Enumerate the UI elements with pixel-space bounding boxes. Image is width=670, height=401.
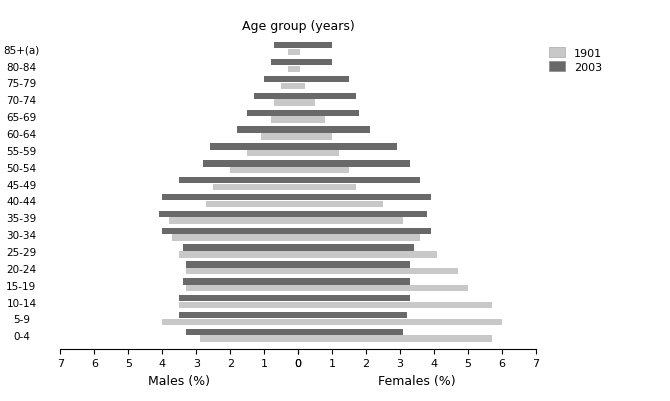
Bar: [298, 218, 403, 224]
Bar: [298, 245, 413, 251]
Bar: [298, 161, 410, 167]
Bar: [271, 60, 298, 66]
Bar: [298, 184, 356, 190]
Bar: [298, 295, 410, 302]
Text: Age group (years): Age group (years): [242, 20, 354, 33]
Bar: [271, 117, 298, 124]
Bar: [298, 251, 438, 258]
Bar: [203, 161, 298, 167]
X-axis label: Females (%): Females (%): [379, 374, 456, 387]
Bar: [298, 268, 458, 275]
Bar: [298, 93, 356, 100]
Bar: [298, 83, 305, 90]
Bar: [200, 336, 298, 342]
Bar: [298, 278, 410, 285]
Bar: [275, 100, 298, 107]
Bar: [275, 43, 298, 49]
Bar: [298, 144, 397, 150]
Bar: [186, 329, 298, 335]
Bar: [237, 127, 298, 134]
Bar: [298, 201, 383, 207]
Bar: [210, 144, 298, 150]
Bar: [264, 77, 298, 83]
Bar: [298, 285, 468, 292]
Bar: [186, 268, 298, 275]
Bar: [298, 117, 326, 124]
Bar: [298, 329, 403, 335]
X-axis label: Males (%): Males (%): [148, 374, 210, 387]
Bar: [298, 194, 431, 201]
Bar: [172, 235, 298, 241]
Bar: [298, 228, 431, 234]
Bar: [298, 134, 332, 140]
Bar: [213, 184, 298, 190]
Bar: [230, 168, 298, 174]
Bar: [288, 50, 298, 56]
Bar: [298, 302, 492, 308]
Bar: [298, 151, 339, 157]
Bar: [247, 151, 298, 157]
Bar: [298, 127, 370, 134]
Bar: [298, 336, 492, 342]
Bar: [298, 43, 332, 49]
Bar: [298, 178, 421, 184]
Bar: [180, 312, 298, 318]
Bar: [159, 211, 298, 217]
Bar: [162, 194, 298, 201]
Bar: [298, 261, 410, 268]
Bar: [261, 134, 298, 140]
Bar: [180, 295, 298, 302]
Bar: [186, 261, 298, 268]
Bar: [180, 178, 298, 184]
Bar: [298, 319, 502, 325]
Bar: [206, 201, 298, 207]
Bar: [247, 110, 298, 117]
Bar: [183, 245, 298, 251]
Bar: [162, 319, 298, 325]
Bar: [180, 251, 298, 258]
Bar: [298, 67, 300, 73]
Bar: [298, 168, 349, 174]
Bar: [288, 67, 298, 73]
Bar: [298, 60, 332, 66]
Bar: [254, 93, 298, 100]
Bar: [183, 278, 298, 285]
Bar: [281, 83, 298, 90]
Bar: [298, 100, 315, 107]
Bar: [169, 218, 298, 224]
Bar: [298, 312, 407, 318]
Bar: [162, 228, 298, 234]
Bar: [298, 50, 300, 56]
Bar: [298, 77, 349, 83]
Legend: 1901, 2003: 1901, 2003: [549, 48, 602, 73]
Bar: [186, 285, 298, 292]
Bar: [298, 235, 421, 241]
Bar: [180, 302, 298, 308]
Bar: [298, 211, 427, 217]
Bar: [298, 110, 359, 117]
